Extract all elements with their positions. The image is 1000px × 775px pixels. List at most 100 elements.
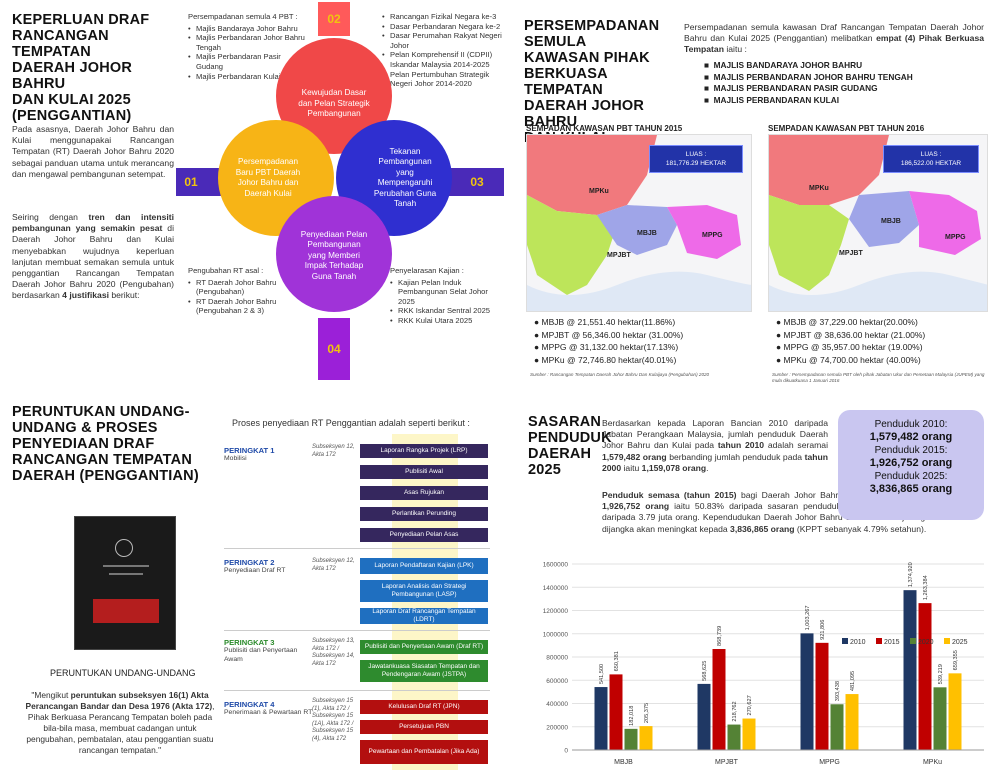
legend-text: MPPG @ 35,957.00 hektar (19.00%)	[783, 342, 923, 352]
data-label: 541,500	[599, 664, 605, 684]
bar	[609, 674, 623, 750]
book-line	[109, 573, 143, 575]
book-red-band	[93, 599, 159, 623]
bar	[639, 726, 653, 750]
data-label: 393,438	[835, 681, 841, 701]
text: berbanding jumlah penduduk pada	[666, 451, 805, 462]
block-list: Majlis Bandaraya Johor Bahru Majlis Perb…	[188, 24, 308, 82]
tag-02: 02	[327, 12, 341, 26]
legend-label: 2020	[918, 639, 934, 646]
text: .	[706, 462, 709, 473]
legend-label: 2010	[850, 639, 866, 646]
legend-swatch	[876, 638, 882, 644]
title-line: RANCANGAN TEMPATAN	[12, 28, 109, 60]
tag-bar-bottom	[318, 318, 350, 380]
title-line: DAERAH JOHOR BAHRU	[12, 60, 133, 92]
block-list: Kajian Pelan Induk Pembangunan Selat Joh…	[390, 278, 500, 326]
title-line: BERKUASA TEMPATAN	[524, 66, 608, 98]
text: adalah seramai	[764, 440, 828, 451]
data-label: 650,381	[614, 651, 620, 671]
bar	[712, 649, 726, 750]
list-item: Majlis Bandaraya Johor Bahru	[188, 24, 308, 34]
tag-bar-right	[444, 168, 504, 196]
text-bold: Penduduk semasa (tahun 2015)	[602, 490, 737, 500]
bar	[815, 642, 829, 750]
bar	[594, 687, 608, 750]
map1-legend: ● MBJB @ 21,551.40 hektar(11.86%) ● MPJB…	[534, 316, 683, 366]
data-label: 568,625	[702, 661, 708, 681]
title-line: PERSEMPADANAN SEMULA	[524, 18, 660, 50]
text: Berdasarkan kepada Laporan Bancian 2010 …	[602, 418, 828, 451]
map1-label-mpjbt: MPJBT	[607, 252, 631, 259]
legend-text: MBJB @ 37,229.00 hektar(20.00%)	[783, 317, 918, 327]
x-tick-label: MBJB	[614, 759, 633, 766]
pbt-item-label: MAJLIS BANDARAYA JOHOR BAHRU	[713, 60, 863, 70]
text: berikut:	[108, 290, 140, 301]
circle-text: Penyediaan Pelan Pembangunan yang Member…	[300, 229, 368, 281]
block-policies: Rancangan Fizikal Negara ke-3 Dasar Perb…	[382, 12, 502, 89]
stage-divider	[224, 630, 490, 631]
process-intro: Proses penyediaan RT Penggantian adalah …	[232, 418, 470, 428]
stage-title: PERINGKAT 2	[224, 558, 275, 567]
map2-source: Sumber : Persempadanan semula PBT oleh p…	[772, 372, 985, 383]
stage-2-law: Subseksyen 12, Akta 172	[312, 558, 355, 572]
book-emblem	[115, 539, 133, 557]
block-list: Rancangan Fizikal Negara ke-3 Dasar Perb…	[382, 12, 502, 89]
stage-1: PERINGKAT 1 Mobilisi	[224, 446, 314, 464]
book-line	[103, 565, 149, 567]
list-item: RT Daerah Johor Bahru (Pengubahan)	[188, 278, 298, 297]
x-tick-label: MPKu	[923, 759, 942, 766]
data-label: 659,355	[953, 650, 959, 670]
list-item: Majlis Perbandaran Kulai	[188, 72, 308, 82]
text-bold: tahun 2000	[602, 451, 828, 473]
text-bold: empat (4) Pihak Berkuasa Tempatan	[684, 33, 985, 55]
bar	[918, 603, 932, 750]
block-study-alignment: Penyelarasan Kajian : Kajian Pelan Induk…	[390, 266, 500, 326]
data-label: 539,219	[938, 664, 944, 684]
list-item: Majlis Perbandaran Pasir Gudang	[188, 52, 308, 71]
stage-2: PERINGKAT 2 Penyediaan Draf RT	[224, 558, 314, 576]
pbt-item: ■ MAJLIS BANDARAYA JOHOR BAHRU	[704, 60, 863, 70]
circle-text: Tekanan Pembangunan yang Mempengaruhi Pe…	[373, 146, 437, 209]
legend-swatch	[910, 638, 916, 644]
bar	[697, 683, 711, 750]
text-bold: 1,579,482 orang	[602, 451, 667, 462]
stage-sub: Mobilisi	[224, 455, 247, 462]
map1-label-mpku: MPKu	[589, 188, 609, 195]
text-bold: peruntukan subseksyen 16(1) Akta Peranca…	[25, 690, 213, 711]
text: "Mengikut	[31, 690, 71, 700]
y-tick-label: 1200000	[543, 608, 569, 615]
data-label: 1,263,384	[923, 575, 929, 600]
title-line: DAERAH JOHOR BAHRU	[524, 98, 645, 130]
text: (KPPT sebanyak 4.79% setahun).	[794, 523, 927, 534]
map2-legend: ● MBJB @ 37,229.00 hektar(20.00%) ● MPJB…	[776, 316, 925, 366]
pbt-item: ■ MAJLIS PERBANDARAN KULAI	[704, 94, 840, 105]
stage-1-box: Perlantikan Perunding	[360, 507, 488, 521]
stage-2-box: Laporan Draf Rancangan Tempatan (LDRT)	[360, 608, 488, 624]
pbt-item: ■ MAJLIS PERBANDARAN PASIR GUDANG	[704, 83, 878, 93]
map2-label-mppg: MPPG	[945, 234, 966, 241]
text-bold: 4 justifikasi	[62, 290, 109, 301]
map2-title: SEMPADAN KAWASAN PBT TAHUN 2016	[768, 124, 925, 133]
map2-label-mbjb: MBJB	[881, 218, 901, 225]
area-label: LUAS :	[685, 151, 707, 158]
region-mpjbt-map1	[527, 195, 617, 295]
y-tick-label: 400000	[546, 701, 568, 708]
tag-bar-left	[176, 168, 224, 196]
population-bar-chart: 0 200000 400000 600000 800000 1000000 1200000 1…	[543, 562, 984, 766]
law-quote: "Mengikut peruntukan subseksyen 16(1) Ak…	[22, 690, 218, 756]
title-line: UNDANG & PROSES	[12, 420, 158, 436]
y-tick-label: 1600000	[543, 562, 569, 569]
title-line: DAERAH (PENGGANTIAN)	[12, 468, 199, 484]
law-book-image	[74, 516, 176, 650]
y-tick-label: 800000	[546, 655, 568, 662]
area-value: 181,776.29 HEKTAR	[665, 160, 727, 167]
legend-swatch	[842, 638, 848, 644]
map1-title: SEMPADAN KAWASAN PBT TAHUN 2015	[526, 124, 683, 133]
stage-1-box: Laporan Rangka Projek (LRP)	[360, 444, 488, 458]
circle-bottom: Penyediaan Pelan Pembangunan yang Member…	[276, 196, 392, 312]
section1-para1: Pada asasnya, Daerah Johor Bahru dan Kul…	[12, 124, 174, 179]
stage-3: PERINGKAT 3 Publisiti dan Penyertaan Awa…	[224, 638, 314, 664]
section2-intro: Persempadanan semula kawasan Draf Rancan…	[684, 22, 984, 56]
pbt-list: ■ MAJLIS BANDARAYA JOHOR BAHRU ■ MAJLIS …	[704, 60, 913, 106]
